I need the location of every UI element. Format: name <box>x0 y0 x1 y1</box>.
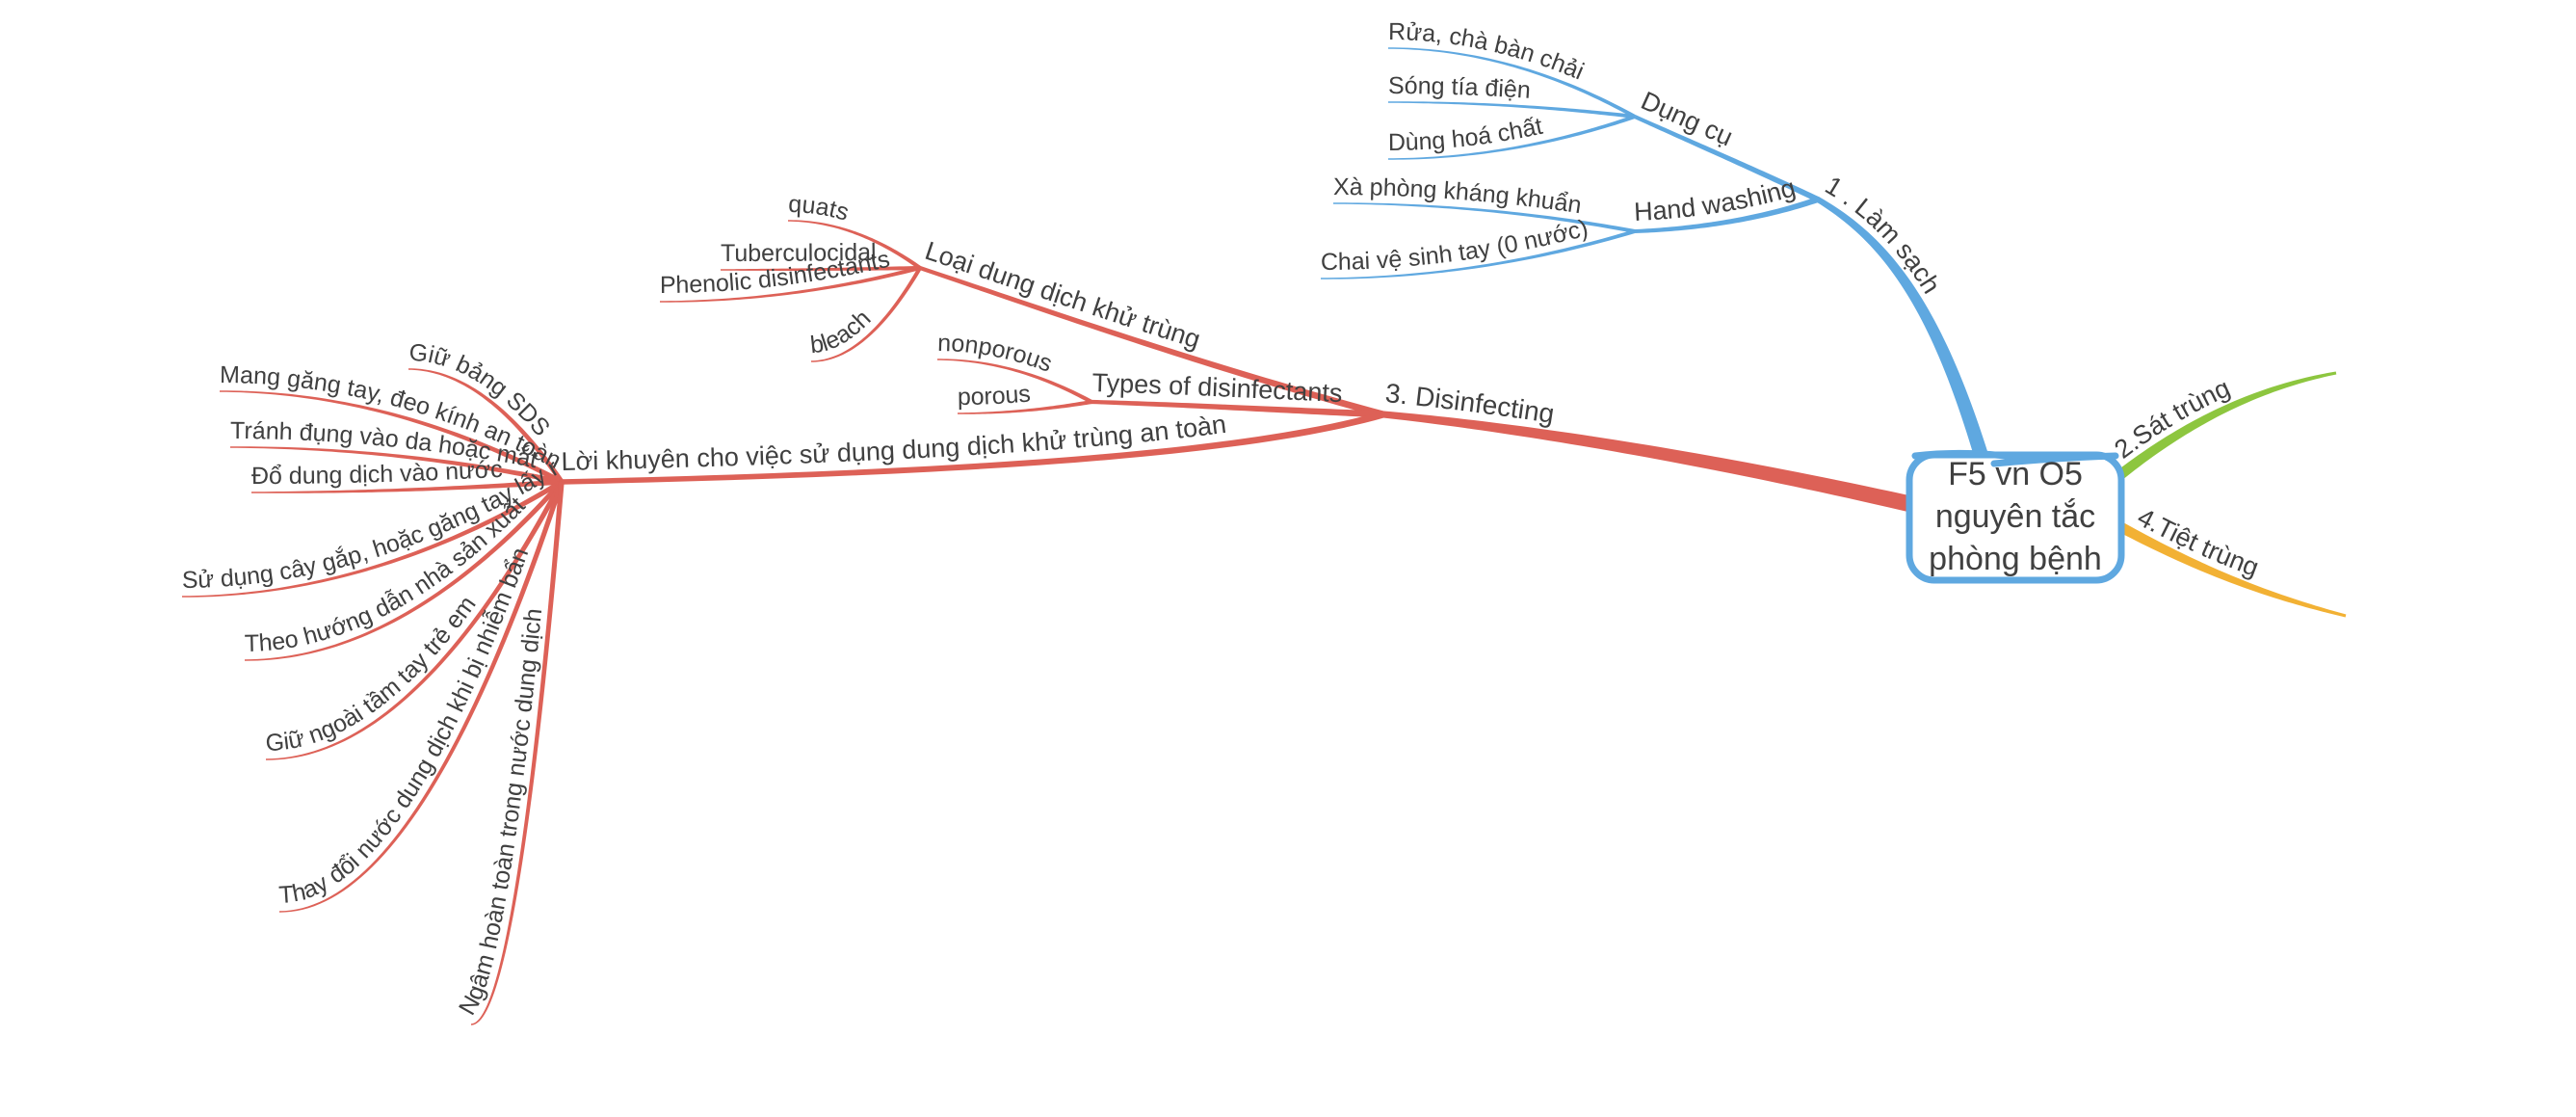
svg-text:nonporous: nonporous <box>937 330 1056 378</box>
svg-text:phòng bệnh: phòng bệnh <box>1929 541 2102 577</box>
svg-text:porous: porous <box>958 380 1032 411</box>
svg-text:Chai vệ sinh tay (0 nước): Chai vệ sinh tay (0 nước) <box>1321 215 1590 276</box>
svg-text:Dùng hoá chất: Dùng hoá chất <box>1388 113 1545 156</box>
svg-text:nguyên tắc: nguyên tắc <box>1935 498 2095 535</box>
svg-text:F5 vn O5: F5 vn O5 <box>1948 456 2083 492</box>
svg-text:Hand washing: Hand washing <box>1633 173 1799 226</box>
svg-text:bleach: bleach <box>809 305 877 359</box>
svg-text:Sử dụng cây gắp, hoặc găng tay: Sử dụng cây gắp, hoặc găng tay lấy ra <box>0 0 564 594</box>
svg-text:Sóng tía điện: Sóng tía điện <box>1388 72 1532 104</box>
svg-text:1 . Làm sạch: 1 . Làm sạch <box>1820 171 1946 299</box>
svg-text:2.Sát trùng: 2.Sát trùng <box>2109 373 2234 464</box>
svg-text:Đổ dung dịch vào nước: Đổ dung dịch vào nước <box>251 456 503 490</box>
svg-text:Xà phòng kháng khuẩn: Xà phòng kháng khuẩn <box>1333 173 1584 219</box>
svg-text:Lời khuyên cho việc sử dụng du: Lời khuyên cho việc sử dụng dung dịch kh… <box>561 410 1227 476</box>
